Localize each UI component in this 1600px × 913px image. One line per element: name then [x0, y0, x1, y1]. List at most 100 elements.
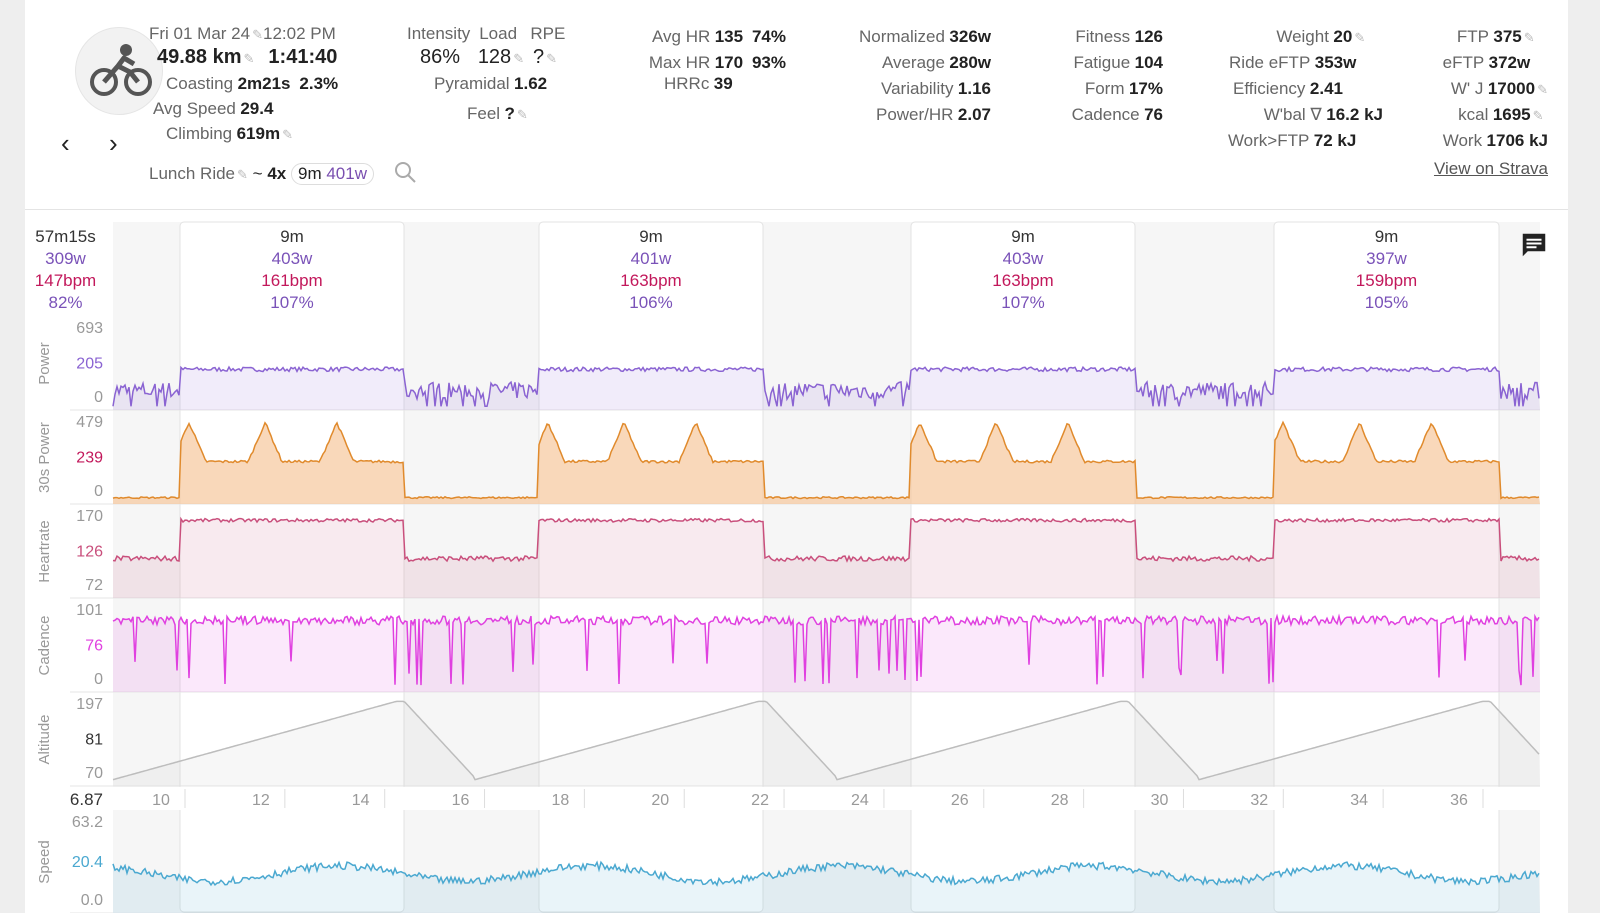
view-on-strava-link[interactable]: View on Strava	[1433, 159, 1548, 178]
hrrc: 39	[713, 74, 733, 93]
interval-hr: 159bpm	[1355, 271, 1418, 290]
variability: 1.16	[957, 79, 991, 98]
search-icon[interactable]	[393, 160, 417, 189]
feel: ?	[504, 104, 515, 123]
interval-highlight	[910, 221, 1136, 913]
y-tick-label: 239	[76, 450, 103, 467]
edit-icon[interactable]: ✎	[243, 51, 255, 66]
edit-icon[interactable]: ✎	[252, 27, 263, 42]
x-tick-label: 26	[951, 792, 969, 809]
chart-canvas[interactable]: Power 693 205 0 30s Power 479 239 0 Heartrate 170…	[25, 210, 1568, 913]
y-tick-label: 197	[76, 696, 103, 713]
edit-icon[interactable]: ✎	[1354, 30, 1366, 45]
interval-pct: 107%	[270, 293, 314, 312]
interval-pct: 106%	[629, 293, 673, 312]
interval-duration: 9m	[1374, 227, 1399, 246]
summary-power: 309w	[45, 249, 86, 268]
edit-icon[interactable]: ✎	[1523, 30, 1535, 45]
power-hr-label: Power/HR	[875, 105, 954, 124]
edit-icon[interactable]: ✎	[282, 127, 293, 142]
edit-icon[interactable]: ✎	[1532, 108, 1544, 123]
y-tick-label: 479	[76, 414, 103, 431]
interval-hr: 163bpm	[620, 271, 682, 290]
weight-label: Weight	[1276, 27, 1329, 46]
date-time[interactable]: Fri 01 Mar 24 ✎12:02 PM	[149, 24, 336, 44]
interval-stats[interactable]: 9m 401w 163bpm 106%	[539, 226, 763, 314]
x-tick-label: 36	[1450, 792, 1468, 809]
y-tick-label: 72	[85, 577, 103, 594]
duration: 1:41:40	[268, 46, 338, 68]
climbing-label: Climbing	[166, 124, 233, 143]
y-tick-label: 0	[94, 483, 103, 500]
track-label: Altitude	[36, 714, 53, 764]
distance: 49.88 km	[157, 46, 242, 68]
edit-icon[interactable]: ✎	[546, 51, 558, 66]
interval-stats[interactable]: 9m 403w 163bpm 107%	[911, 226, 1135, 314]
track-line-heartrate	[112, 516, 1540, 563]
interval-power: 401w	[326, 163, 367, 183]
wbal: 16.2 kJ	[1326, 105, 1383, 124]
summary-duration: 57m15s	[35, 227, 96, 246]
interval-power: 401w	[630, 249, 672, 268]
work-ftp-label: Work>FTP	[1227, 131, 1310, 150]
y-tick-label: 0.0	[81, 892, 103, 909]
interval-duration: 9m	[297, 163, 322, 183]
interval-stats[interactable]: 9m 397w 159bpm 105%	[1274, 226, 1499, 314]
y-tick-label: 101	[76, 602, 103, 619]
interval-pill[interactable]: 9m 401w	[290, 162, 374, 185]
edit-icon[interactable]: ✎	[516, 107, 528, 122]
x-axis-band	[70, 787, 1540, 810]
date: Fri 01 Mar 24	[149, 24, 251, 43]
edit-icon[interactable]: ✎	[1537, 82, 1548, 97]
activity-name[interactable]: Lunch Ride	[149, 163, 236, 183]
interval-duration: 9m	[1011, 227, 1035, 246]
edit-icon[interactable]: ✎	[513, 51, 525, 66]
max-hr-label: Max HR	[648, 53, 711, 72]
y-tick-label: 693	[76, 320, 103, 337]
eftp: 372w	[1488, 53, 1531, 72]
time: 12:02 PM	[263, 24, 336, 43]
interval-duration: 9m	[280, 227, 304, 246]
comment-icon[interactable]	[1519, 230, 1549, 265]
x-tick-label: 30	[1151, 792, 1169, 809]
x-tick-label: 20	[651, 792, 669, 809]
kcal-label: kcal	[1458, 105, 1489, 124]
work: 1706 kJ	[1486, 131, 1548, 150]
wprime-label: W' J	[1450, 79, 1484, 98]
previous-activity-button[interactable]: ‹	[61, 128, 70, 158]
y-tick-label: 20.4	[72, 854, 103, 871]
interval-hr: 161bpm	[261, 271, 323, 290]
load-label: Load	[479, 24, 518, 43]
interval-power: 403w	[1002, 249, 1044, 268]
efficiency-label: Efficiency	[1232, 79, 1306, 98]
normalized-label: Normalized	[858, 27, 945, 46]
ride-eftp: 353w	[1314, 53, 1357, 72]
edit-icon[interactable]: ✎	[237, 166, 248, 182]
coasting: 2m21s	[237, 74, 291, 93]
track-line-30s-power	[112, 420, 1540, 500]
avg-hr-pct: 74%	[751, 27, 786, 46]
load: 128	[477, 46, 512, 68]
y-tick-label: 81	[85, 732, 103, 749]
y-tick-label: 76	[85, 638, 103, 655]
x-tick-label: 28	[1051, 792, 1069, 809]
interval-highlight	[1273, 221, 1500, 913]
average-label: Average	[881, 53, 945, 72]
interval-highlight	[538, 221, 764, 913]
overall-summary: 57m15s 309w 147bpm 82%	[25, 226, 106, 314]
next-activity-button[interactable]: ›	[109, 128, 118, 158]
activity-chart[interactable]: Power 693 205 0 30s Power 479 239 0 Heartrate 170…	[25, 210, 1568, 913]
work-label: Work	[1442, 131, 1483, 150]
interval-stats[interactable]: 9m 403w 161bpm 107%	[180, 226, 404, 314]
avg-speed-label: Avg Speed	[153, 99, 236, 118]
y-tick-label: 0	[94, 389, 103, 406]
y-tick-label: 63.2	[72, 814, 103, 831]
cadence: 76	[1144, 105, 1163, 124]
ftp: 375	[1493, 27, 1522, 46]
summary-pct: 82%	[48, 293, 83, 312]
pyramidal-label: Pyramidal	[434, 74, 510, 93]
track-area-heartrate	[113, 518, 1540, 598]
interval-highlight	[179, 221, 405, 913]
y-tick-label: 205	[76, 356, 103, 373]
track-line-cadence	[112, 613, 1540, 686]
